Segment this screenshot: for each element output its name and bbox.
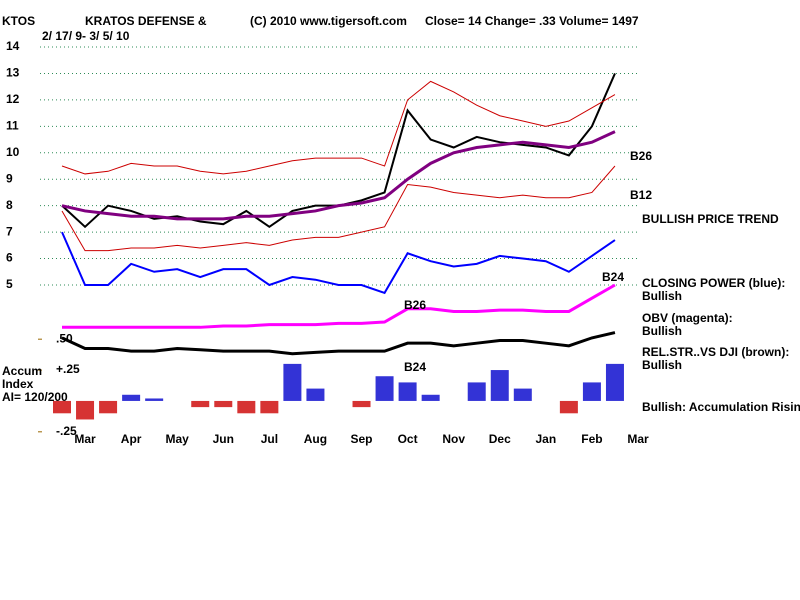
annotation: OBV (magenta):: [642, 311, 733, 325]
accum-bar: [605, 363, 624, 401]
y-tick-label: 11: [6, 119, 19, 133]
x-tick-label: Aug: [304, 432, 327, 446]
accum-bar: [76, 400, 95, 420]
series-line: [62, 283, 616, 329]
annotation: AI= 120/200: [2, 390, 68, 404]
accum-bar: [237, 400, 256, 414]
x-tick-label: Mar: [74, 432, 96, 446]
x-tick-label: Jan: [535, 432, 556, 446]
x-tick-label: Dec: [489, 432, 511, 446]
company: KRATOS DEFENSE &: [85, 14, 207, 28]
y-tick-label: 10: [6, 145, 20, 159]
date-range: 2/ 17/ 9- 3/ 5/ 10: [42, 29, 130, 43]
accum-bar: [99, 400, 118, 414]
accum-bar: [306, 388, 325, 401]
accum-bar: [559, 400, 578, 414]
annotation: B26: [404, 298, 426, 312]
series-line: [61, 80, 616, 175]
annotation: Bullish: [642, 358, 682, 372]
accum-bar: [191, 400, 210, 408]
annotation: BULLISH PRICE TREND: [642, 212, 779, 226]
y-tick-label: 8: [6, 198, 13, 212]
accum-bar: [513, 388, 532, 401]
accum-bar: [53, 400, 71, 414]
x-tick-label: Oct: [398, 432, 418, 446]
symbol: KTOS: [2, 14, 35, 28]
accum-bar: [122, 394, 141, 401]
x-tick-label: Feb: [581, 432, 602, 446]
accum-bar: [214, 400, 233, 408]
quote: Close= 14 Change= .33 Volume= 1497: [425, 14, 639, 28]
copyright: (C) 2010 www.tigersoft.com: [250, 14, 407, 28]
accum-bar: [283, 363, 302, 401]
x-tick-label: Nov: [442, 432, 465, 446]
accum-bar: [490, 370, 509, 401]
annotation: REL.STR..VS DJI (brown):: [642, 345, 789, 359]
annotation: B24: [404, 360, 426, 374]
series-line: [61, 231, 616, 295]
accum-bar: [145, 398, 164, 401]
y-tick-label: 6: [6, 251, 13, 265]
y-tick-label: 5: [6, 277, 13, 291]
annotation: B12: [630, 188, 652, 202]
y2-tick-label: -.25: [56, 424, 77, 438]
x-tick-label: Jun: [213, 432, 234, 446]
x-tick-label: Jul: [261, 432, 278, 446]
x-tick-label: Apr: [121, 432, 142, 446]
accum-bar: [352, 400, 371, 408]
accum-bar: [421, 394, 440, 401]
y-tick-label: 9: [6, 171, 13, 185]
accum-bar: [582, 382, 601, 401]
annotation: B26: [630, 149, 652, 163]
annotation: Bullish: [642, 289, 682, 303]
series-line: [61, 165, 616, 252]
annotation: CLOSING POWER (blue):: [642, 276, 785, 290]
accum-bar: [260, 400, 279, 414]
accum-bar: [398, 382, 417, 401]
accum-bar: [467, 382, 486, 401]
y-tick-label: 13: [6, 66, 20, 80]
y-tick-label: 14: [6, 39, 20, 53]
annotation: B24: [602, 270, 624, 284]
x-tick-label: Mar: [627, 432, 649, 446]
y2-tick-label: +.25: [56, 362, 80, 376]
annotation: Accum: [2, 364, 42, 378]
y-tick-label: 7: [6, 224, 13, 238]
annotation: Bullish: [642, 324, 682, 338]
annotation: Bullish: Accumulation Rising: [642, 400, 800, 414]
x-tick-label: Sep: [351, 432, 373, 446]
accum-bar: [375, 376, 394, 401]
series-line: [61, 331, 616, 356]
annotation: Index: [2, 377, 34, 391]
x-tick-label: May: [166, 432, 190, 446]
series-line: [61, 130, 616, 221]
y-tick-label: 12: [6, 92, 20, 106]
